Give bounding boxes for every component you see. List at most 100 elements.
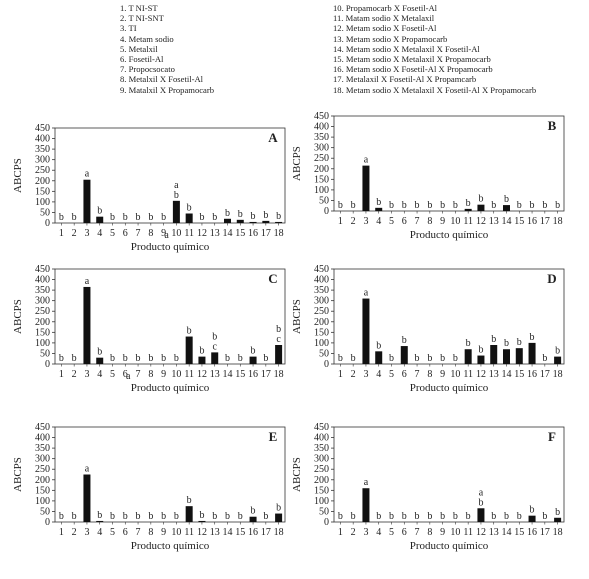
x-tick-label: 17 — [261, 228, 271, 239]
x-tick-label: 3 — [84, 228, 89, 239]
plot-frame — [54, 268, 286, 365]
x-tick-label: 9 — [440, 369, 445, 380]
plot-frame — [333, 426, 565, 523]
legend-left: 1. T NI-ST 2. T NI-SNT 3. TI 4. Metam sodio… — [120, 3, 214, 95]
x-tick-label: 8 — [427, 216, 432, 227]
bar — [362, 488, 370, 522]
bar — [375, 351, 383, 364]
x-tick-label: 7 — [136, 228, 141, 239]
x-tick-label: 10 — [171, 527, 181, 538]
bar — [503, 349, 510, 364]
significance-letter: b — [555, 507, 560, 518]
significance-letter: a — [364, 288, 369, 299]
y-tick-label: 250 — [314, 464, 329, 475]
bar — [172, 200, 180, 223]
significance-letter: b — [148, 212, 153, 223]
y-tick-label: 200 — [314, 164, 329, 175]
significance-letter: b — [427, 511, 432, 522]
significance-letter: b — [415, 511, 420, 522]
x-tick-label: 7 — [136, 527, 141, 538]
significance-letter: b — [517, 200, 522, 211]
x-tick-label: 16 — [527, 527, 537, 538]
legend-item: 18. Metam sodio X Metalaxil X Fosetil-Al… — [333, 84, 537, 95]
x-tick-label: 2 — [351, 216, 356, 227]
significance-letter: b — [402, 511, 407, 522]
significance-letter: b — [225, 511, 230, 522]
bar — [185, 213, 193, 223]
x-tick-label: 15 — [235, 369, 245, 380]
y-tick-label: 250 — [314, 153, 329, 164]
x-tick-label: 11 — [463, 216, 473, 227]
x-tick-label: 4 — [97, 228, 102, 239]
significance-letter: c — [276, 334, 281, 345]
bar — [249, 516, 257, 522]
y-tick-label: 100 — [314, 185, 329, 196]
x-tick-label: 13 — [489, 216, 499, 227]
legend-item: 2. T NI-SNT — [120, 13, 164, 24]
x-tick-label: 17 — [261, 527, 271, 538]
significance-letter: b — [453, 200, 458, 211]
y-tick-label: 450 — [35, 422, 50, 433]
y-tick-label: 50 — [40, 348, 50, 359]
y-tick-label: 0 — [45, 218, 50, 229]
y-tick-label: 150 — [314, 327, 329, 338]
y-tick-label: 250 — [35, 306, 50, 317]
significance-letter: b — [110, 212, 115, 223]
significance-letter: b — [263, 353, 268, 364]
bar — [528, 515, 536, 522]
x-tick-label: 16 — [248, 527, 258, 538]
x-tick-label: 10 — [450, 369, 460, 380]
x-tick-label: 15 — [514, 216, 524, 227]
x-tick-label: 9 — [161, 527, 166, 538]
y-tick-label: 0 — [324, 517, 329, 528]
panel-label: E — [269, 429, 278, 444]
y-tick-label: 350 — [314, 285, 329, 296]
plot-frame — [54, 426, 286, 523]
significance-letter: b — [389, 200, 394, 211]
y-tick-label: 0 — [324, 206, 329, 217]
x-tick-label: 9 — [161, 369, 166, 380]
legend-item: 6. Fosetil-Al — [120, 54, 164, 65]
significance-letter: b — [251, 506, 256, 517]
y-tick-label: 300 — [35, 155, 50, 166]
x-tick-label: 14 — [502, 369, 512, 380]
y-tick-label: 50 — [40, 506, 50, 517]
bar — [198, 356, 206, 364]
significance-letter: b — [389, 353, 394, 364]
y-tick-label: 250 — [35, 464, 50, 475]
y-tick-label: 200 — [314, 317, 329, 328]
x-tick-label: 13 — [210, 228, 220, 239]
significance-letter: b — [466, 198, 471, 209]
y-tick-label: 100 — [35, 197, 50, 208]
x-tick-label: 14 — [502, 527, 512, 538]
significance-letter: b — [97, 206, 102, 217]
significance-letter: a — [364, 155, 369, 166]
significance-letter: b — [555, 200, 560, 211]
x-tick-label: 8 — [148, 527, 153, 538]
x-tick-label: 1 — [338, 369, 343, 380]
bar — [96, 520, 104, 522]
significance-letter: b — [478, 194, 483, 205]
y-tick-label: 300 — [314, 454, 329, 465]
x-tick-label: 12 — [197, 228, 207, 239]
legend-item: 9. Matalxil X Propamocarb — [120, 84, 215, 95]
x-tick-label: 2 — [72, 228, 77, 239]
significance-letter: b — [238, 209, 243, 220]
significance-letter: b — [212, 331, 217, 342]
y-axis-label: ABCPS — [291, 457, 303, 492]
significance-letter: b — [136, 511, 141, 522]
significance-letter: b — [427, 200, 432, 211]
legend-item: 16. Metam sodio X Fosetil-Al X Propamoca… — [333, 64, 493, 75]
x-tick-label: 16 — [527, 369, 537, 380]
bar — [375, 207, 383, 211]
y-axis-label: ABCPS — [12, 299, 24, 334]
y-tick-label: 300 — [314, 296, 329, 307]
significance-letter: b — [542, 200, 547, 211]
x-tick-label: 12 — [197, 369, 207, 380]
x-tick-label: 15 — [514, 369, 524, 380]
x-tick-label: 12 — [476, 369, 486, 380]
bar — [262, 220, 270, 223]
x-tick-label: 3 — [84, 527, 89, 538]
x-tick-label: 8 — [427, 369, 432, 380]
significance-letter: b — [263, 210, 268, 221]
